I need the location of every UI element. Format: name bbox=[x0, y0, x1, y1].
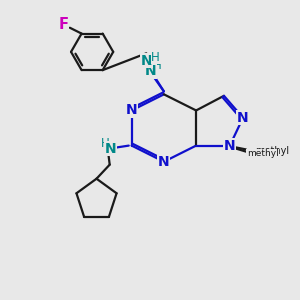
Text: H: H bbox=[101, 137, 110, 150]
Text: F: F bbox=[58, 17, 68, 32]
Text: N: N bbox=[140, 54, 152, 68]
Text: H: H bbox=[153, 59, 161, 72]
Text: N: N bbox=[144, 64, 156, 78]
Text: methyl: methyl bbox=[247, 149, 278, 158]
Text: N: N bbox=[104, 142, 116, 155]
Text: N: N bbox=[158, 155, 170, 169]
Text: N: N bbox=[126, 103, 137, 118]
Text: methyl: methyl bbox=[255, 146, 290, 156]
Text: H: H bbox=[151, 51, 160, 64]
Text: N: N bbox=[237, 111, 249, 125]
Text: N: N bbox=[224, 139, 236, 153]
